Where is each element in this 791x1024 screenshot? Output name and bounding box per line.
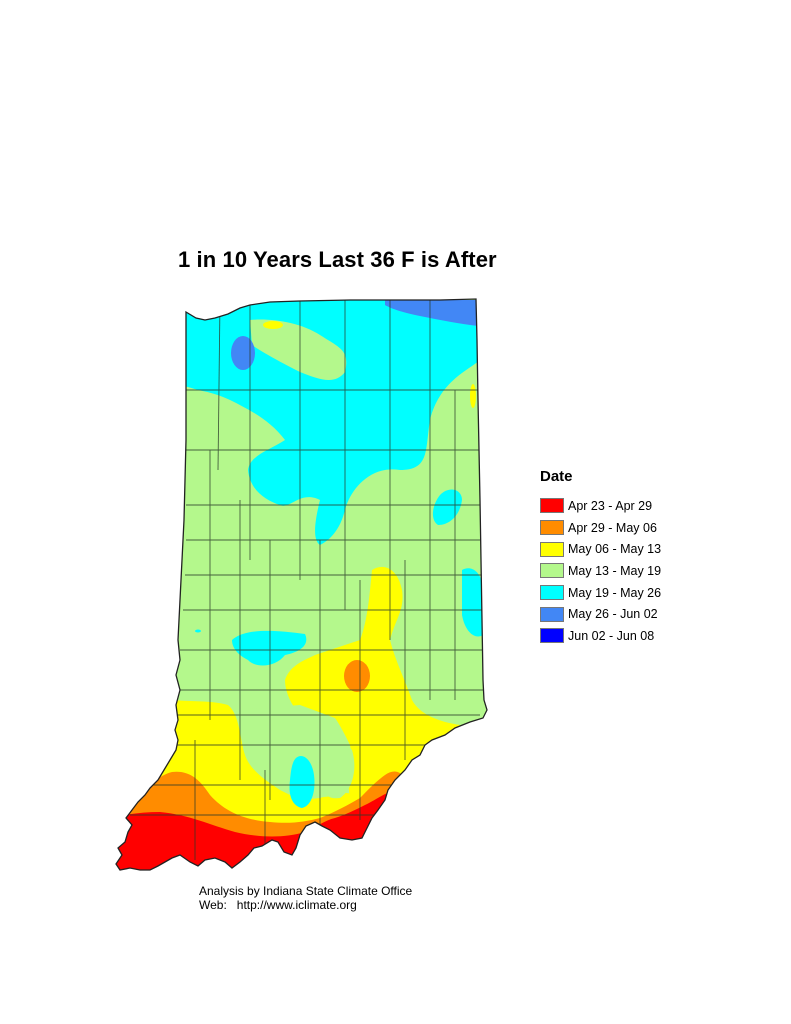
credit-line-2: Web: http://www.iclimate.org — [199, 898, 357, 912]
legend-swatch — [540, 606, 564, 622]
credit-text: Analysis by Indiana State Climate Office… — [199, 884, 412, 912]
state-outline — [115, 298, 488, 871]
legend-item: May 06 - May 13 — [540, 538, 661, 560]
legend-label: May 19 - May 26 — [568, 585, 662, 600]
legend-item: May 26 - Jun 02 — [540, 603, 661, 625]
legend-item: Jun 02 - Jun 08 — [540, 625, 661, 647]
legend-label: May 13 - May 19 — [568, 563, 662, 578]
legend-swatch — [540, 628, 564, 644]
legend-swatch — [540, 498, 564, 514]
legend-label: Apr 29 - May 06 — [568, 520, 657, 535]
legend: Date Apr 23 - Apr 29 Apr 29 - May 06 May… — [540, 468, 661, 647]
legend-label: May 06 - May 13 — [568, 542, 662, 557]
credit-line-1: Analysis by Indiana State Climate Office — [199, 884, 413, 898]
legend-swatch — [540, 585, 564, 601]
legend-swatch — [540, 520, 564, 536]
legend-item: Apr 23 - Apr 29 — [540, 495, 661, 517]
legend-item: May 19 - May 26 — [540, 582, 661, 604]
map-title: 1 in 10 Years Last 36 F is After — [178, 247, 497, 272]
legend-swatch — [540, 563, 564, 579]
legend-item: Apr 29 - May 06 — [540, 517, 661, 539]
county-lines — [130, 299, 484, 860]
legend-label: Jun 02 - Jun 08 — [568, 628, 655, 643]
legend-label: Apr 23 - Apr 29 — [568, 498, 653, 513]
legend-swatch — [540, 541, 564, 557]
legend-item: May 13 - May 19 — [540, 560, 661, 582]
legend-title: Date — [540, 468, 573, 485]
legend-label: May 26 - Jun 02 — [568, 607, 658, 622]
